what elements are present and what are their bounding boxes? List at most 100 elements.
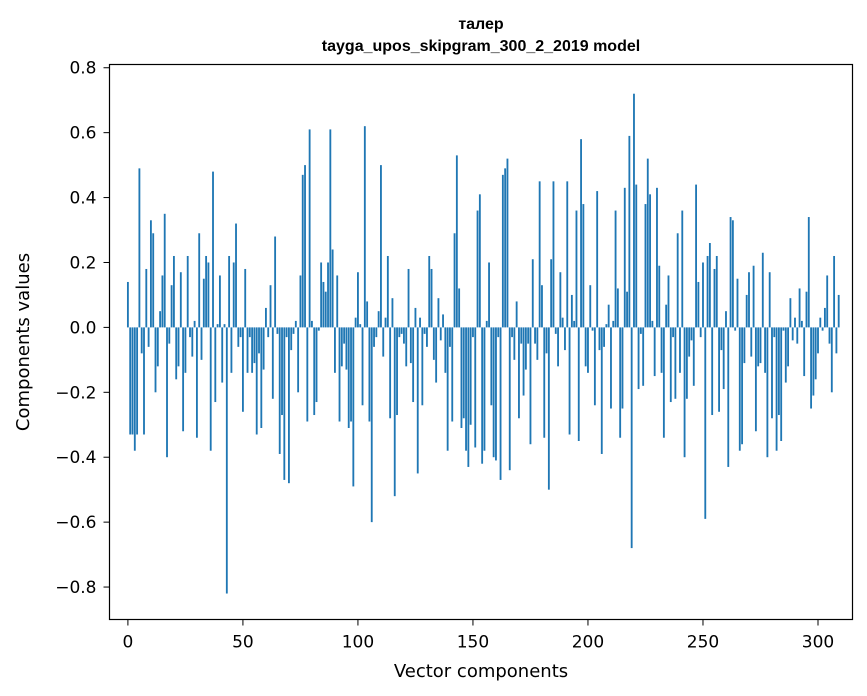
bar-139: [446, 327, 449, 451]
bar-160: [495, 327, 497, 461]
x-axis-ticks: 0 50 100 150 200 250 300: [122, 619, 834, 653]
bar-173: [524, 327, 527, 370]
bar-49: [239, 327, 242, 338]
y-tick-label: 0.0: [69, 318, 96, 338]
bar-190: [564, 327, 566, 351]
bar-291: [796, 327, 799, 344]
bar-31: [198, 233, 201, 328]
bar-297: [810, 327, 813, 409]
bar-13: [156, 327, 159, 367]
bar-198: [582, 204, 585, 328]
bar-0: [126, 281, 129, 328]
y-axis-label: Components values: [13, 253, 34, 431]
bar-148: [467, 327, 470, 467]
bar-294: [803, 327, 806, 377]
bar-300: [817, 327, 819, 354]
bar-169: [515, 301, 518, 328]
bar-40: [218, 275, 221, 328]
bar-277: [764, 327, 767, 373]
bar-212: [614, 210, 617, 328]
bar-131: [428, 255, 431, 328]
bar-270: [748, 272, 750, 328]
bar-197: [580, 139, 582, 328]
bar-239: [676, 233, 679, 328]
bar-168: [513, 327, 516, 360]
bar-37: [212, 171, 214, 328]
bar-42: [223, 324, 226, 328]
bar-159: [492, 327, 495, 458]
bar-261: [727, 327, 730, 467]
bar-19: [170, 285, 173, 328]
bar-55: [253, 327, 256, 364]
bar-62: [269, 285, 272, 328]
bar-184: [550, 259, 553, 328]
bar-247: [695, 184, 697, 328]
bar-258: [720, 327, 723, 351]
bar-9: [147, 327, 150, 347]
bar-220: [633, 93, 635, 328]
bar-76: [301, 174, 304, 328]
bar-94: [343, 327, 346, 344]
bar-202: [591, 327, 594, 331]
bar-81: [313, 327, 316, 416]
bar-227: [649, 194, 651, 328]
x-tick-label: 300: [802, 633, 834, 653]
bar-172: [522, 327, 525, 396]
bar-105: [368, 327, 371, 422]
bar-68: [283, 327, 286, 480]
bar-122: [407, 268, 410, 328]
bar-140: [449, 327, 451, 347]
bar-216: [623, 187, 626, 328]
bar-91: [336, 275, 339, 328]
bar-145: [460, 327, 463, 428]
bar-103: [363, 126, 366, 328]
bar-240: [679, 327, 681, 373]
bar-34: [205, 255, 208, 328]
bar-2: [131, 327, 134, 435]
bar-93: [340, 327, 343, 367]
bar-16: [163, 213, 166, 328]
bar-1: [129, 327, 132, 435]
bar-265: [736, 278, 739, 328]
bar-182: [545, 327, 548, 354]
bar-143: [455, 155, 458, 328]
bar-278: [766, 327, 769, 458]
bar-6: [140, 327, 143, 354]
bar-96: [347, 327, 350, 428]
bar-157: [488, 262, 490, 328]
bar-36: [209, 327, 212, 451]
bar-20: [172, 255, 175, 328]
bar-255: [713, 268, 716, 328]
bar-167: [511, 327, 513, 338]
bar-123: [409, 327, 412, 364]
y-tick-label: 0.6: [69, 124, 96, 144]
bar-201: [589, 285, 592, 328]
x-tick-label: 150: [457, 633, 489, 653]
bar-64: [274, 236, 277, 328]
bar-79: [308, 129, 311, 328]
bar-28: [191, 327, 194, 357]
bar-141: [451, 327, 454, 422]
bar-75: [299, 275, 302, 328]
bar-57: [258, 327, 260, 354]
bar-152: [476, 210, 479, 328]
bar-14: [159, 311, 162, 328]
bar-73: [294, 320, 297, 328]
bar-237: [672, 327, 674, 338]
bar-125: [414, 307, 417, 328]
bar-275: [759, 327, 762, 364]
bar-225: [644, 204, 647, 328]
bar-78: [306, 327, 309, 422]
bar-254: [711, 327, 714, 416]
bar-69: [285, 327, 288, 338]
bar-107: [373, 327, 375, 347]
bar-25: [184, 327, 187, 373]
bar-177: [534, 327, 536, 344]
bar-156: [485, 320, 488, 328]
bar-120: [403, 327, 405, 344]
bar-221: [635, 184, 638, 328]
bar-33: [202, 278, 205, 328]
bar-179: [538, 181, 541, 328]
bar-188: [559, 272, 562, 328]
bar-281: [773, 327, 776, 338]
